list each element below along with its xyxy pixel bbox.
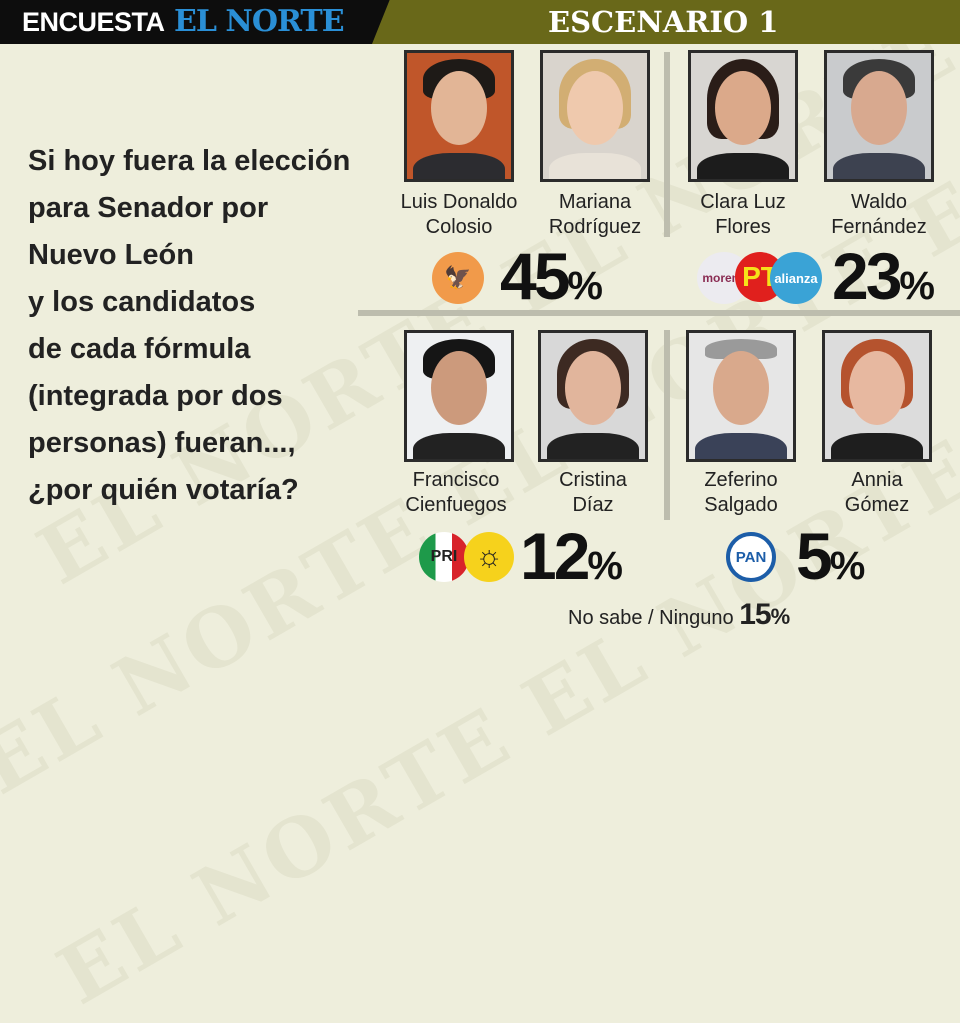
- header-scenario-bar: [372, 0, 960, 44]
- divider: [664, 330, 670, 520]
- candidate-name: Luis Donaldo Colosio: [400, 191, 518, 238]
- scenario-title: ESCENARIO 1: [548, 5, 779, 39]
- brand-prefix: ENCUESTA: [22, 7, 165, 37]
- question-line: (integrada por dos: [28, 380, 283, 412]
- no-sabe-result: No sabe / Ninguno 15%: [568, 598, 790, 631]
- movimiento-ciudadano-logo-icon: 🦅: [432, 252, 484, 304]
- candidate-name: Zeferino Salgado: [704, 469, 778, 516]
- formula-percent: 12%: [520, 519, 623, 593]
- candidate-photo: [404, 330, 514, 462]
- question-line: Nuevo León: [28, 239, 194, 271]
- formula-percent: 45%: [500, 239, 603, 313]
- formula-percent: 23%: [832, 239, 935, 313]
- candidate-name: Mariana Rodríguez: [548, 191, 642, 238]
- candidate-photo: [688, 50, 798, 182]
- candidate-photo: [538, 330, 648, 462]
- candidate-photo: [540, 50, 650, 182]
- header-brand-bar: [0, 0, 390, 44]
- candidate-photo: [686, 330, 796, 462]
- divider: [664, 52, 670, 237]
- candidate-name: Francisco Cienfuegos: [405, 469, 507, 516]
- question-text: Si hoy fuera la elección para Senador po…: [28, 138, 368, 514]
- question-line: para Senador por: [28, 192, 269, 224]
- candidate-name: Waldo Fernández: [831, 191, 927, 238]
- candidate-name: Cristina Díaz: [559, 469, 627, 516]
- candidate-name: Clara Luz Flores: [700, 191, 786, 238]
- candidate-name: Annia Gómez: [844, 469, 910, 516]
- question-line: Si hoy fuera la elección: [28, 145, 351, 177]
- divider: [358, 310, 960, 316]
- question-line: de cada fórmula: [28, 333, 251, 365]
- prd-sun-logo-icon: ☼: [464, 532, 514, 582]
- question-line: ¿por quién votaría?: [28, 474, 299, 506]
- brand-logo: EL NORTE: [174, 4, 345, 39]
- question-line: y los candidatos: [28, 286, 256, 318]
- nueva-alianza-logo-icon: alianza: [770, 252, 822, 304]
- formula-percent: 5%: [796, 519, 866, 593]
- candidate-photo: [404, 50, 514, 182]
- pri-logo-icon: PRI: [419, 532, 469, 582]
- candidate-photo: [822, 330, 932, 462]
- candidate-photo: [824, 50, 934, 182]
- question-line: personas) fueran...,: [28, 427, 296, 459]
- pan-logo-icon: PAN: [726, 532, 776, 582]
